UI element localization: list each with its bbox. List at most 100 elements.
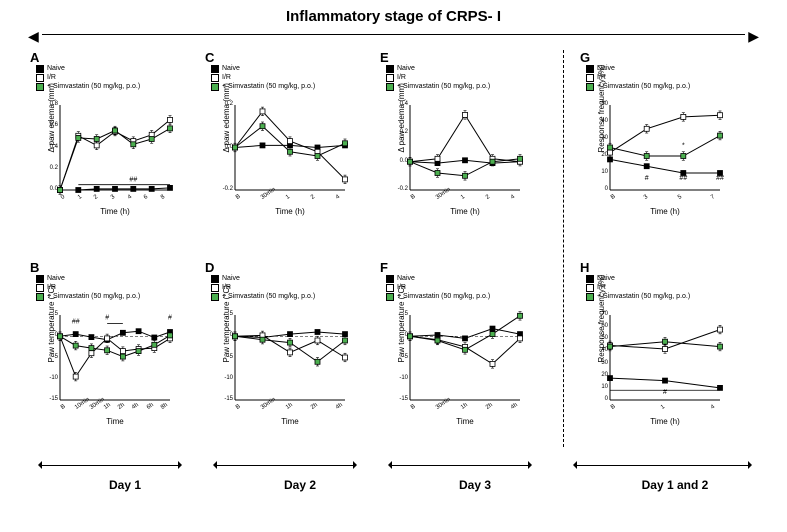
x-ticks: 0123468	[60, 196, 170, 202]
panel-D: D Naive I/R + Simvastatin (50 mg/kg, p.o…	[205, 260, 353, 440]
y-ticks: -0.20.00.2	[215, 105, 233, 190]
legend-marker	[586, 275, 594, 283]
x-ticks: B30min1h2h4h	[410, 406, 520, 412]
legend-marker	[211, 275, 219, 283]
legend-label: + Simvastatin (50 mg/kg, p.o.)	[397, 292, 490, 302]
legend-marker	[211, 284, 219, 292]
day-arrow	[40, 465, 180, 466]
legend-marker	[211, 293, 219, 301]
y-ticks: 01020304050	[590, 105, 608, 190]
plot-svg	[235, 105, 345, 190]
panel-label: H	[580, 260, 589, 275]
legend-marker	[386, 74, 394, 82]
panel-label: G	[580, 50, 590, 65]
legend-label: + Simvastatin (50 mg/kg, p.o.)	[597, 82, 690, 92]
plot-area: Response frequency (%) 01020304050	[610, 105, 720, 190]
panel-E: E Naive I/R + Simvastatin (50 mg/kg, p.o…	[380, 50, 528, 230]
top-arrow-right: ▶	[748, 28, 759, 45]
plot-svg: #	[610, 315, 720, 400]
x-axis-label: Time	[410, 417, 520, 426]
legend-marker	[36, 83, 44, 91]
day-label: Day 3	[400, 478, 550, 492]
panel-label: C	[205, 50, 214, 65]
x-axis-label: Time	[235, 417, 345, 426]
svg-text:*: *	[682, 143, 685, 150]
legend-label: + Simvastatin (50 mg/kg, p.o.)	[47, 292, 140, 302]
svg-text:##: ##	[72, 319, 80, 326]
x-axis-label: Time (h)	[60, 207, 170, 216]
day-arrow	[390, 465, 530, 466]
panel-label: D	[205, 260, 214, 275]
legend-marker	[36, 65, 44, 73]
legend-marker	[386, 275, 394, 283]
x-axis-label: Time (h)	[610, 207, 720, 216]
svg-text:#: #	[105, 314, 109, 321]
legend-marker	[36, 293, 44, 301]
day-label: Day 1	[50, 478, 200, 492]
plot-svg: *#####	[610, 105, 720, 190]
x-ticks: B30min124	[235, 196, 345, 202]
plot-area: Paw temperature (°C) -15-10-505	[235, 315, 345, 400]
panel-F: F Naive I/R + Simvastatin (50 mg/kg, p.o…	[380, 260, 528, 440]
panel-B: B Naive I/R + Simvastatin (50 mg/kg, p.o…	[30, 260, 178, 440]
day-label: Day 1 and 2	[600, 478, 750, 492]
svg-text:##: ##	[679, 175, 687, 182]
legend-marker	[36, 74, 44, 82]
legend-marker	[586, 83, 594, 91]
panel-G: G Naive I/R + Simvastatin (50 mg/kg, p.o…	[580, 50, 728, 230]
panel-label: B	[30, 260, 39, 275]
legend-marker	[386, 83, 394, 91]
legend-marker	[36, 275, 44, 283]
day-arrow	[215, 465, 355, 466]
x-ticks: B30min1h2h4h	[235, 406, 345, 412]
top-arrow-left: ◀	[28, 28, 39, 45]
y-ticks: -0.20.00.20.4	[390, 105, 408, 190]
legend-label: + Simvastatin (50 mg/kg, p.o.)	[597, 292, 690, 302]
legend-marker	[211, 74, 219, 82]
plot-area: Response frequency (%) 010203040506070	[610, 315, 720, 400]
panel-C: C Naive I/R + Simvastatin (50 mg/kg, p.o…	[205, 50, 353, 230]
legend-label: + Simvastatin (50 mg/kg, p.o.)	[222, 82, 315, 92]
legend-label: + Simvastatin (50 mg/kg, p.o.)	[222, 292, 315, 302]
x-ticks: B30min124	[410, 196, 520, 202]
column-divider	[563, 50, 564, 447]
svg-text:#: #	[168, 314, 172, 321]
y-ticks: -15-10-505	[40, 315, 58, 400]
legend-label: + Simvastatin (50 mg/kg, p.o.)	[47, 82, 140, 92]
svg-text:##: ##	[129, 177, 137, 184]
plot-area: Δ paw edema (mm) 0.00.20.40.60.8	[60, 105, 170, 190]
day-arrow	[575, 465, 750, 466]
panel-label: F	[380, 260, 388, 275]
figure-title: Inflammatory stage of CRPS- I	[0, 8, 787, 25]
legend-marker	[211, 65, 219, 73]
x-axis-label: Time (h)	[235, 207, 345, 216]
plot-area: Paw temperature (°C) -15-10-505	[410, 315, 520, 400]
legend-marker	[586, 74, 594, 82]
plot-svg: ##	[60, 105, 170, 190]
legend-marker	[386, 293, 394, 301]
legend-marker	[386, 284, 394, 292]
legend-marker	[36, 284, 44, 292]
plot-area: Δ paw edema (mm) -0.20.00.20.4	[410, 105, 520, 190]
legend-marker	[211, 83, 219, 91]
panel-H: H Naive I/R + Simvastatin (50 mg/kg, p.o…	[580, 260, 728, 440]
x-axis-label: Time (h)	[410, 207, 520, 216]
x-ticks: B357	[610, 196, 720, 202]
panel-label: E	[380, 50, 389, 65]
legend-marker	[586, 284, 594, 292]
day-label: Day 2	[225, 478, 375, 492]
top-arrow-rule	[42, 34, 745, 35]
plot-svg: ####	[60, 315, 170, 400]
x-axis-label: Time	[60, 417, 170, 426]
x-ticks: B10min30min1h2h4h6h8h	[60, 406, 170, 412]
svg-text:##: ##	[716, 175, 724, 182]
plot-svg	[410, 315, 520, 400]
x-ticks: B14	[610, 406, 720, 412]
legend-label: + Simvastatin (50 mg/kg, p.o.)	[397, 82, 490, 92]
x-axis-label: Time (h)	[610, 417, 720, 426]
panel-label: A	[30, 50, 39, 65]
panel-A: A Naive I/R + Simvastatin (50 mg/kg, p.o…	[30, 50, 178, 230]
svg-text:#: #	[645, 175, 649, 182]
y-ticks: -15-10-505	[215, 315, 233, 400]
legend-marker	[586, 293, 594, 301]
